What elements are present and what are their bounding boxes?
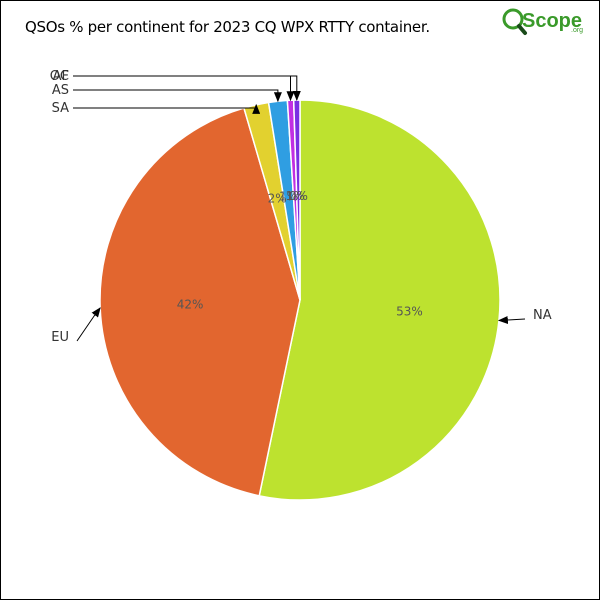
category-label-as: AS xyxy=(52,83,69,98)
leader-line-sa xyxy=(73,103,261,114)
logo-suffix: .org xyxy=(571,27,583,34)
pct-label-na: 53% xyxy=(396,304,423,318)
category-label-na: NA xyxy=(533,308,552,323)
chart-title: QSOs % per continent for 2023 CQ WPX RTT… xyxy=(25,18,430,36)
logo-text: Scope xyxy=(522,10,582,32)
leader-line-af xyxy=(73,75,295,102)
category-label-sa: SA xyxy=(52,101,69,116)
pct-label-eu: 42% xyxy=(177,297,204,311)
leader-line-oc xyxy=(73,75,301,101)
leader-line-na xyxy=(497,315,526,324)
pct-label-as: 1% xyxy=(279,190,298,204)
category-label-af: AF xyxy=(53,69,69,84)
pct-label-af: 1% xyxy=(286,189,305,203)
qscope-logo: Scope .org xyxy=(502,8,583,35)
pct-label-sa: 2% xyxy=(268,192,287,206)
category-label-oc: OC xyxy=(50,69,69,84)
leader-line-as xyxy=(73,89,282,103)
pct-label-oc: 0% xyxy=(289,189,308,203)
category-label-eu: EU xyxy=(51,330,69,345)
leader-line-eu xyxy=(76,307,101,342)
